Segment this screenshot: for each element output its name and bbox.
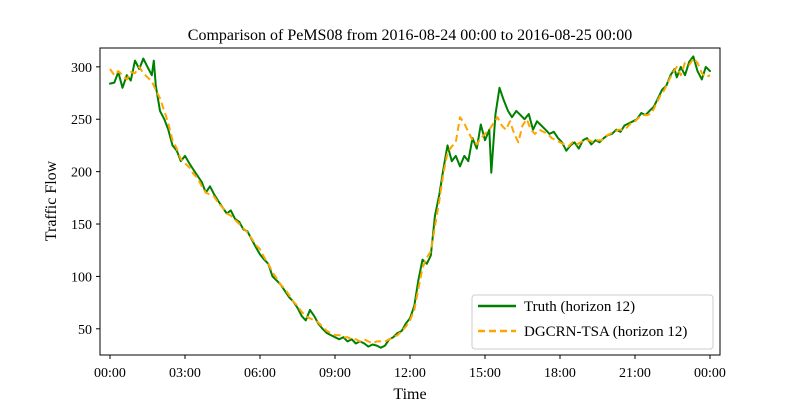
x-axis-label: Time — [393, 386, 426, 400]
legend-label-truth: Truth (horizon 12) — [524, 299, 635, 315]
y-tick-label: 100 — [71, 270, 92, 285]
y-tick-label: 200 — [71, 166, 92, 181]
x-axis-ticks: 00:00 03:00 06:00 09:00 12:00 15:00 18:00 21:00… — [94, 355, 726, 381]
y-tick-label: 50 — [78, 323, 92, 338]
x-tick-label: 18:00 — [544, 366, 576, 381]
y-tick-label: 250 — [71, 113, 92, 128]
x-tick-label: 09:00 — [319, 366, 351, 381]
plot-series-layer — [109, 55, 711, 349]
x-tick-label: 03:00 — [169, 366, 201, 381]
legend-box — [471, 294, 714, 350]
x-tick-label: 15:00 — [469, 366, 501, 381]
x-tick-label: 21:00 — [619, 366, 651, 381]
y-axis-ticks: 50 100 150 200 250 300 — [71, 61, 100, 338]
x-tick-label: 00:00 — [694, 366, 726, 381]
series-line-dgcrn-tsa — [109, 57, 711, 345]
y-tick-label: 300 — [71, 61, 92, 76]
legend: Truth (horizon 12) DGCRN-TSA (horizon 12… — [471, 294, 714, 350]
y-tick-label: 150 — [71, 218, 92, 233]
x-tick-label: 06:00 — [244, 366, 276, 381]
x-tick-label: 12:00 — [394, 366, 426, 381]
y-axis-label: Traffic Flow — [43, 160, 60, 241]
x-tick-label: 00:00 — [94, 366, 126, 381]
legend-label-dgcrn-tsa: DGCRN-TSA (horizon 12) — [524, 324, 687, 340]
chart-title: Comparison of PeMS08 from 2016-08-24 00:… — [188, 27, 632, 44]
